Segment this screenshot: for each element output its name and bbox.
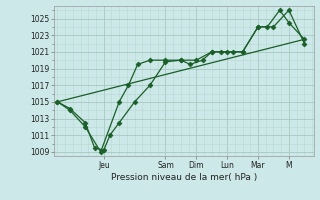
X-axis label: Pression niveau de la mer( hPa ): Pression niveau de la mer( hPa ): [111, 173, 257, 182]
